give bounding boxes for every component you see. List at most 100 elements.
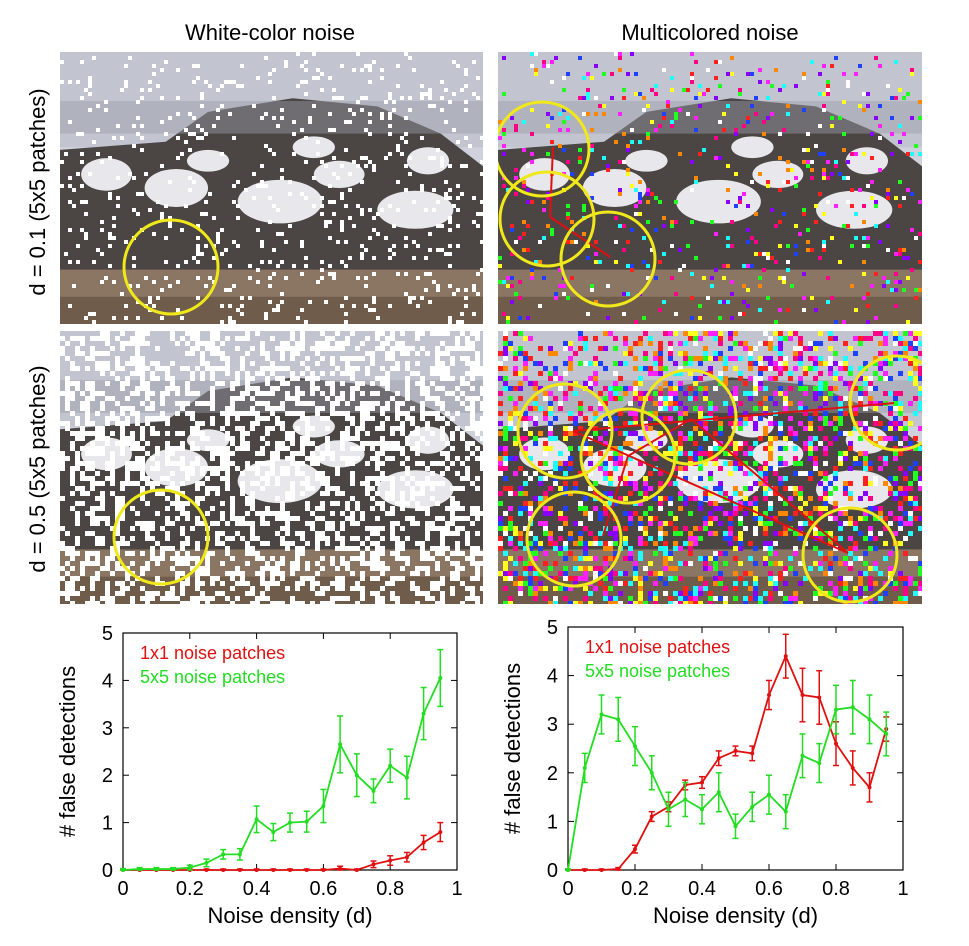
data-point (321, 868, 326, 872)
data-point (221, 852, 226, 857)
snow-patch (186, 149, 230, 172)
detection-circle (498, 100, 591, 198)
data-point (388, 763, 393, 768)
noise-pixels (60, 331, 483, 604)
snow-patch (519, 158, 571, 191)
data-point (783, 809, 788, 814)
data-point (237, 852, 242, 857)
x-tick-label: 0 (562, 878, 573, 900)
noise-pixels (498, 52, 922, 324)
data-point (582, 868, 587, 872)
data-point (599, 868, 604, 872)
y-tick-label: 5 (547, 617, 558, 639)
y-tick-label: 3 (547, 714, 558, 736)
data-point (304, 868, 309, 872)
y-tick-label: 2 (547, 763, 558, 785)
detection-circle (525, 490, 623, 588)
data-point (271, 830, 276, 835)
photo-multicolor-noise-low (498, 52, 922, 324)
snow-patch (144, 168, 209, 208)
data-point (867, 785, 872, 790)
data-point (338, 742, 343, 747)
legend-entry: 5x5 noise patches (140, 667, 285, 687)
y-axis-label: # false detections (500, 663, 525, 834)
detection-path (572, 402, 895, 554)
data-point (566, 868, 570, 872)
data-point (338, 866, 343, 871)
data-point (817, 695, 822, 700)
data-point (354, 773, 359, 778)
detection-circle (579, 407, 677, 505)
x-tick-label: 0.2 (621, 878, 649, 900)
y-axis-label: # false detections (55, 666, 80, 837)
y-tick-label: 4 (102, 670, 113, 692)
plot-frame (567, 626, 904, 871)
data-point (404, 855, 409, 860)
data-point (137, 867, 142, 872)
data-point (716, 790, 721, 795)
data-point (304, 819, 309, 824)
left-column-title: White-color noise (185, 20, 355, 45)
data-point (154, 867, 159, 872)
data-point (204, 860, 209, 865)
data-point (834, 707, 838, 712)
data-point (171, 867, 176, 872)
detection-circle (848, 354, 922, 452)
legend-entry: 1x1 noise patches (140, 643, 285, 663)
data-point (599, 712, 604, 717)
data-point (633, 847, 637, 852)
y-tick-label: 4 (547, 666, 558, 688)
data-point (438, 830, 443, 835)
series-line (123, 831, 441, 871)
snow-patch (752, 160, 804, 188)
data-point (616, 867, 621, 872)
photo-multicolor-noise-high (498, 331, 922, 604)
data-point (288, 820, 292, 825)
detection-circle (559, 210, 657, 308)
data-point (221, 868, 226, 872)
x-tick-label: 0.6 (309, 878, 337, 900)
data-point (421, 711, 426, 716)
chart-0: 0 0.2 0.4 0.6 0.8 1 0 1 2 3 4 5 Noise density (d) # f… (55, 623, 463, 928)
data-point (421, 840, 426, 845)
snow-patch (237, 179, 323, 224)
data-point (750, 751, 755, 756)
data-point (187, 865, 192, 870)
data-point (783, 654, 788, 659)
data-point (204, 868, 209, 872)
snow-patch (582, 168, 647, 208)
x-axis-label: Noise density (d) (653, 903, 818, 928)
data-point (700, 780, 704, 785)
data-point (733, 748, 738, 753)
detection-circle (498, 170, 596, 268)
x-tick-label: 0.8 (822, 878, 850, 900)
data-point (867, 717, 872, 722)
data-point (716, 756, 721, 761)
snow-patch (292, 136, 335, 159)
data-point (884, 731, 889, 736)
x-tick-label: 0.2 (176, 878, 204, 900)
photo-white-noise-high (60, 331, 483, 604)
data-point (254, 817, 259, 822)
detection-circle (122, 218, 220, 316)
snow-patch (377, 190, 454, 229)
detection-circle (640, 368, 738, 466)
x-tick-label: 1 (897, 878, 908, 900)
data-point (121, 868, 125, 872)
chart-1: 0 0.2 0.4 0.6 0.8 1 0 1 2 3 4 5 Noise density (d) # f… (500, 617, 909, 928)
series-0 (120, 821, 444, 872)
snow-patch (81, 158, 132, 191)
data-point (800, 693, 805, 698)
data-point (750, 804, 755, 809)
detection-path (549, 146, 611, 258)
y-tick-label: 0 (102, 860, 113, 882)
data-point (271, 868, 276, 872)
snow-patch (676, 179, 761, 224)
detection-circle (801, 506, 899, 604)
data-point (649, 770, 654, 775)
detection-circle (516, 382, 614, 480)
legend-entry: 5x5 noise patches (585, 661, 730, 681)
y-tick-label: 1 (547, 811, 558, 833)
y-tick-label: 3 (102, 718, 113, 740)
data-point (767, 693, 771, 698)
